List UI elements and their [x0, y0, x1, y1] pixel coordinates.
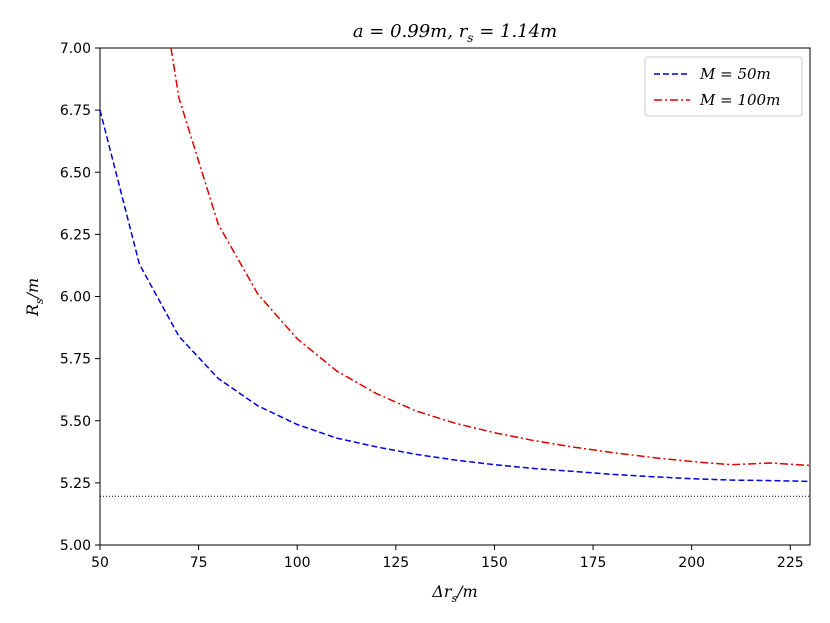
x-tick-label: 225 [777, 555, 804, 571]
x-tick-label: 75 [190, 555, 208, 571]
legend-box [644, 56, 803, 117]
y-axis: 5.00 5.25 5.50 5.75 6.00 6.25 6.50 6.75 7.00 [60, 41, 100, 554]
legend: M = 50m M = 100m [644, 56, 803, 117]
y-axis-label: Rs/m [23, 278, 46, 317]
series-line-2 [170, 48, 810, 467]
y-tick-label: 5.75 [60, 352, 91, 368]
x-tick-label: 200 [678, 555, 705, 571]
x-tick-label: 100 [284, 555, 311, 571]
x-tick-label: 50 [91, 555, 109, 571]
y-tick-label: 6.25 [60, 227, 91, 243]
y-tick-label: 5.00 [60, 538, 91, 554]
x-tick-label: 125 [382, 555, 409, 571]
legend-label-2: M = 100m [699, 91, 780, 109]
x-tick-label: 175 [580, 555, 607, 571]
y-tick-label: 6.50 [60, 165, 91, 181]
series-layer [100, 48, 810, 483]
x-axis: 50 75 100 125 150 175 200 225 [91, 545, 804, 571]
legend-label-1: M = 50m [699, 65, 771, 83]
x-axis-label: Δrs/m [431, 582, 477, 605]
series-line-1 [100, 109, 810, 483]
y-tick-label: 7.00 [60, 41, 91, 57]
y-tick-label: 6.00 [60, 290, 91, 306]
x-tick-label: 150 [481, 555, 508, 571]
y-tick-label: 6.75 [60, 103, 91, 119]
chart-title: a = 0.99m, rs = 1.14m [353, 21, 557, 45]
y-tick-label: 5.25 [60, 476, 91, 492]
y-tick-label: 5.50 [60, 414, 91, 430]
